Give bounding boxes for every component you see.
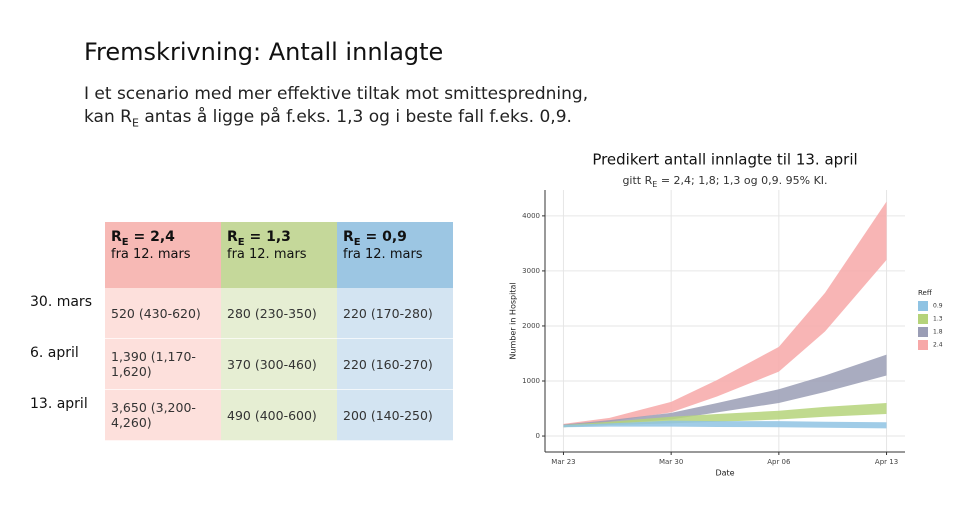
ribbon: [563, 354, 887, 428]
chart-subtitle: gitt RE = 2,4; 1,8; 1,3 og 0,9. 95% KI.: [622, 174, 827, 189]
legend-swatch: [918, 301, 928, 311]
table-row: 1,390 (1,170-1,620) 370 (300-460) 220 (160…: [105, 338, 453, 390]
ribbon: [563, 420, 887, 429]
subscript: E: [121, 236, 129, 248]
header-value: RE = 0,9: [343, 229, 407, 248]
legend-swatch: [918, 314, 928, 324]
row-label: 13. april: [30, 396, 88, 412]
table-cell: 1,390 (1,170-1,620): [105, 338, 221, 390]
header-note: fra 12. mars: [227, 246, 307, 262]
y-tick-label: 1000: [522, 377, 540, 385]
text: antas å ligge på f.eks. 1,3 og i beste f…: [138, 107, 572, 127]
table-cell: 200 (140-250): [337, 389, 453, 441]
text: = 2,4; 1,8; 1,3 og 0,9. 95% KI.: [657, 174, 827, 187]
ribbon: [563, 403, 887, 428]
legend-swatch: [918, 327, 928, 337]
legend-label: 1.8: [933, 329, 943, 336]
column-header: RE = 2,4 fra 12. mars: [105, 222, 221, 288]
y-axis-label: Number in Hospital: [509, 282, 518, 359]
text: = 2,4: [128, 229, 175, 245]
subtitle-line: I et scenario med mer effektive tiltak m…: [84, 84, 589, 104]
table-cell: 280 (230-350): [221, 288, 337, 339]
header-value: RE = 2,4: [111, 229, 175, 248]
legend-title: Reff: [918, 289, 932, 297]
row-label: 30. mars: [30, 294, 92, 310]
x-axis-label: Date: [715, 469, 734, 478]
y-tick-label: 3000: [522, 267, 540, 275]
text: R: [343, 229, 354, 245]
x-tick-label: Apr 06: [767, 458, 791, 466]
column-header: RE = 0,9 fra 12. mars: [337, 222, 453, 288]
table-cell: 490 (400-600): [221, 389, 337, 441]
x-tick-label: Mar 23: [551, 458, 575, 466]
table-cell: 3,650 (3,200-4,260): [105, 389, 221, 441]
header-value: RE = 1,3: [227, 229, 291, 248]
row-label: 6. april: [30, 345, 79, 361]
y-tick-label: 2000: [522, 322, 540, 330]
subscript: E: [652, 180, 657, 189]
table-cell: 370 (300-460): [221, 338, 337, 390]
y-tick-label: 4000: [522, 212, 540, 220]
text: kan R: [84, 107, 132, 127]
table-row: 3,650 (3,200-4,260) 490 (400-600) 200 (140…: [105, 389, 453, 441]
table-cell: 520 (430-620): [105, 288, 221, 339]
table-cell: 220 (160-270): [337, 338, 453, 390]
subscript: E: [353, 236, 361, 248]
table-cell: 220 (170-280): [337, 288, 453, 339]
x-tick-label: Apr 13: [875, 458, 898, 466]
slide-title: Fremskrivning: Antall innlagte: [84, 38, 444, 66]
text: = 0,9: [360, 229, 407, 245]
text: R: [111, 229, 122, 245]
legend-swatch: [918, 340, 928, 350]
table: RE = 2,4 fra 12. mars RE = 1,3 fra 12. mars…: [105, 222, 453, 441]
header-note: fra 12. mars: [111, 246, 191, 262]
column-header: RE = 1,3 fra 12. mars: [221, 222, 337, 288]
table-row: 520 (430-620) 280 (230-350) 220 (170-280): [105, 288, 453, 339]
subtitle-line: kan RE antas å ligge på f.eks. 1,3 og i …: [84, 107, 572, 129]
x-tick-label: Mar 30: [659, 458, 683, 466]
subscript: E: [237, 236, 245, 248]
legend-label: 1.3: [933, 316, 943, 323]
legend-label: 2.4: [933, 342, 943, 349]
chart-title: Predikert antall innlagte til 13. april: [592, 151, 857, 169]
ribbon: [563, 201, 887, 427]
text: = 1,3: [244, 229, 291, 245]
subscript: E: [131, 116, 139, 130]
y-tick-label: 0: [536, 432, 540, 440]
header-note: fra 12. mars: [343, 246, 423, 262]
legend-label: 0.9: [933, 303, 943, 310]
text: R: [227, 229, 238, 245]
text: gitt R: [622, 174, 652, 187]
